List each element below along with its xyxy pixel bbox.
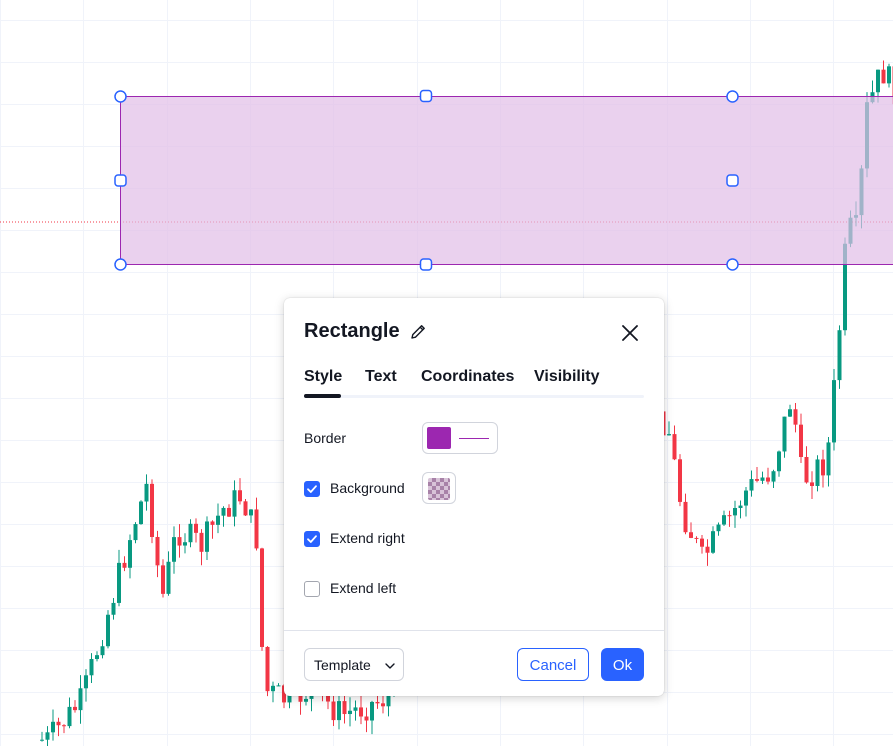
- rectangle-handles[interactable]: [114, 89, 739, 271]
- ok-button[interactable]: Ok: [601, 648, 644, 681]
- tab-active-indicator: [304, 394, 341, 398]
- check-icon: [307, 485, 317, 493]
- footer-divider: [284, 630, 664, 631]
- template-label: Template: [314, 657, 371, 673]
- extend-left-checkbox[interactable]: [304, 581, 320, 597]
- background-checkbox[interactable]: [304, 481, 320, 497]
- handle-bottom-mid[interactable]: [419, 258, 433, 271]
- cancel-button[interactable]: Cancel: [517, 648, 589, 681]
- handle-top-mid[interactable]: [419, 89, 433, 103]
- background-color-swatch: [428, 478, 450, 500]
- extend-right-label: Extend right: [330, 530, 405, 546]
- handle-top-right[interactable]: [726, 90, 739, 103]
- border-style-button[interactable]: [422, 422, 498, 454]
- handle-mid-left[interactable]: [114, 174, 127, 187]
- background-color-button[interactable]: [422, 472, 456, 504]
- close-icon[interactable]: [619, 322, 641, 344]
- handle-mid-right[interactable]: [726, 174, 739, 187]
- extend-left-label: Extend left: [330, 580, 397, 596]
- tab-style[interactable]: Style: [304, 368, 343, 385]
- tab-coordinates[interactable]: Coordinates: [421, 368, 515, 385]
- border-line-preview: [459, 438, 489, 439]
- dialog-title: Rectangle: [304, 320, 400, 342]
- chevron-down-icon: [385, 663, 395, 669]
- border-color-swatch: [427, 427, 451, 449]
- check-icon: [307, 535, 317, 543]
- handle-bottom-right[interactable]: [726, 258, 739, 271]
- handle-top-left[interactable]: [114, 90, 127, 103]
- tab-underline-track: [304, 395, 644, 398]
- tab-visibility[interactable]: Visibility: [534, 368, 600, 385]
- pencil-icon[interactable]: [408, 322, 428, 342]
- handle-bottom-left[interactable]: [114, 258, 127, 271]
- extend-right-checkbox[interactable]: [304, 531, 320, 547]
- tab-text[interactable]: Text: [365, 368, 397, 385]
- background-label: Background: [330, 480, 405, 496]
- rectangle-settings-dialog: Rectangle Style Text Coordinates Visibil…: [284, 298, 664, 696]
- rectangle-drawing[interactable]: [120, 96, 893, 265]
- template-dropdown[interactable]: Template: [304, 648, 404, 681]
- border-label: Border: [304, 430, 347, 446]
